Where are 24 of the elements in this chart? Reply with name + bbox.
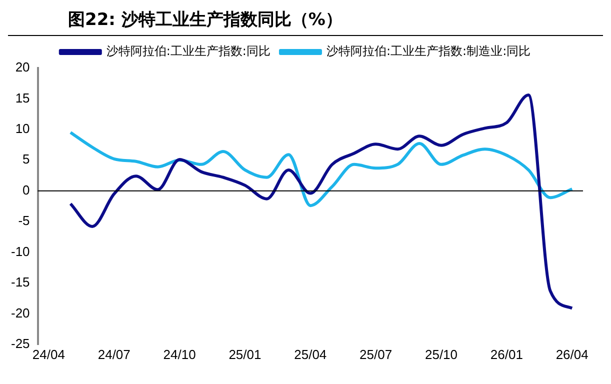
x-tick-label: 24/10	[163, 346, 196, 362]
x-tick-label: 26/01	[490, 346, 523, 362]
x-tick-label: 25/10	[424, 346, 458, 362]
x-tick-label: 26/04	[556, 346, 588, 362]
line-series	[69, 130, 574, 208]
x-tick-label: 25/07	[360, 346, 392, 362]
y-tick-label: 0	[22, 182, 30, 198]
y-tick-label: -10	[10, 244, 30, 259]
y-tick-label: -5	[18, 213, 30, 228]
y-tick-label: -15	[10, 274, 30, 290]
chart-title: 图22: 沙特工业生产指数同比（%）	[8, 8, 603, 36]
y-tick-label: -25	[10, 336, 30, 351]
legend-label: 沙特阿拉伯:工业生产指数:制造业:同比	[326, 44, 531, 58]
y-tick-label: 20	[15, 60, 30, 75]
line-series	[69, 94, 574, 310]
x-tick-label: 25/04	[294, 346, 327, 362]
y-tick-label: 10	[15, 121, 30, 136]
x-tick-label: 24/07	[98, 346, 130, 362]
y-tick-label: -20	[10, 305, 30, 320]
y-tick-label: 5	[22, 152, 30, 167]
x-tick-label: 25/01	[228, 346, 262, 362]
x-tick-label: 24/04	[32, 346, 65, 362]
legend-label: 沙特阿拉伯:工业生产指数:同比	[106, 44, 270, 58]
y-tick-label: 15	[15, 90, 30, 106]
